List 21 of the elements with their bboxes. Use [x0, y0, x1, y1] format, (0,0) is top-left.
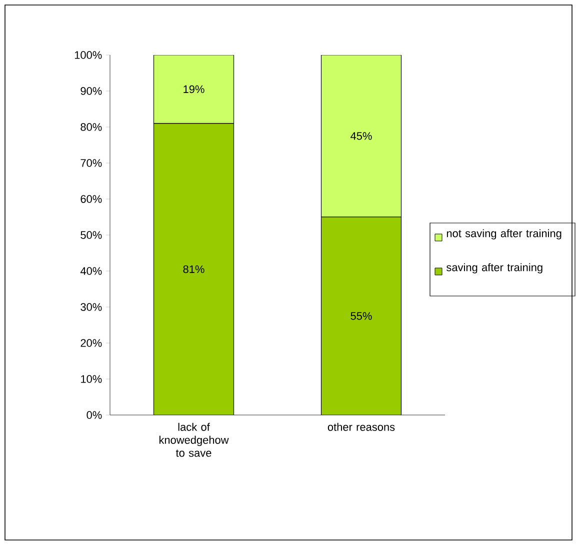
y-tick-label: 50%	[80, 231, 102, 239]
y-tick-label: 70%	[80, 159, 102, 167]
bar	[153, 54, 234, 124]
y-tick-label: 60%	[80, 195, 102, 203]
y-tick-label: 100%	[74, 51, 102, 59]
legend-label: not saving after training	[446, 229, 562, 240]
legend-label: saving after training	[446, 263, 542, 274]
x-tick-label: other reasons	[328, 422, 395, 431]
y-tick-label: 0%	[86, 411, 102, 419]
data-label: 19%	[184, 85, 204, 94]
data-label: 55%	[350, 312, 372, 320]
y-tick-label: 10%	[81, 375, 102, 383]
x-tick-label: lack of knowedgehow to save	[159, 422, 229, 457]
y-tick-label: 30%	[80, 303, 102, 311]
bar	[320, 54, 402, 218]
y-tick-label: 90%	[80, 87, 102, 95]
data-label: 45%	[350, 132, 372, 140]
y-tick-label: 40%	[80, 267, 102, 275]
y-tick-label: 80%	[80, 123, 102, 131]
y-tick-label: 20%	[80, 339, 102, 347]
data-label: 81%	[183, 265, 204, 274]
